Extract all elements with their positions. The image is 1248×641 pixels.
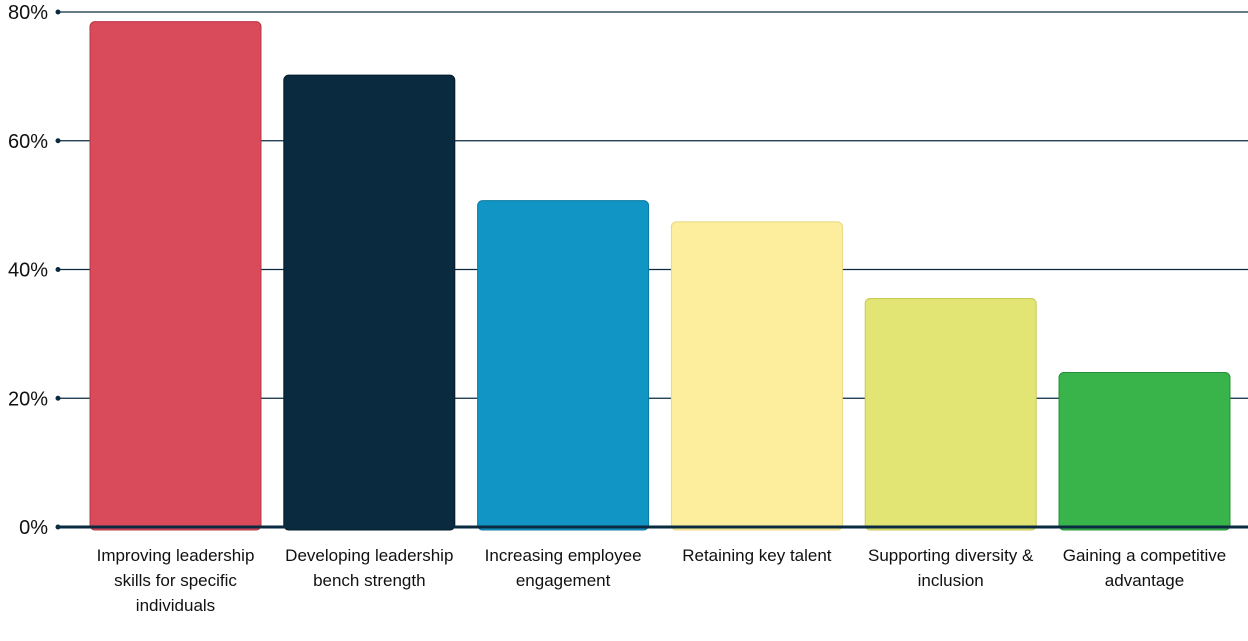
bar xyxy=(864,297,1037,531)
y-tick-label: 40% xyxy=(8,260,48,282)
x-category-label: Retaining key talent xyxy=(682,546,832,565)
x-category-label: Increasing employee engagement xyxy=(484,546,642,590)
bar xyxy=(1058,372,1231,531)
x-category-label: Improving leadership skills for specific… xyxy=(96,546,255,615)
x-category-label: Supporting diversity & inclusion xyxy=(868,546,1034,590)
y-tick-label: 80% xyxy=(8,2,48,24)
y-axis-ticks: 0% 20% 40% 60% 80% xyxy=(8,2,61,539)
bar xyxy=(283,74,456,531)
y-tick-label: 60% xyxy=(8,131,48,153)
y-tick-label: 20% xyxy=(8,388,48,410)
bar xyxy=(477,200,650,531)
bar xyxy=(89,21,262,531)
bars xyxy=(89,21,1231,531)
y-tick-mark xyxy=(55,9,61,15)
y-tick-mark xyxy=(55,138,61,144)
bar xyxy=(670,221,843,531)
y-tick-label: 0% xyxy=(19,517,48,539)
x-category-label: Developing leadership bench strength xyxy=(285,546,454,590)
y-tick-mark xyxy=(55,395,61,401)
y-tick-mark xyxy=(55,267,61,272)
x-category-label: Gaining a competitive advantage xyxy=(1062,546,1227,590)
